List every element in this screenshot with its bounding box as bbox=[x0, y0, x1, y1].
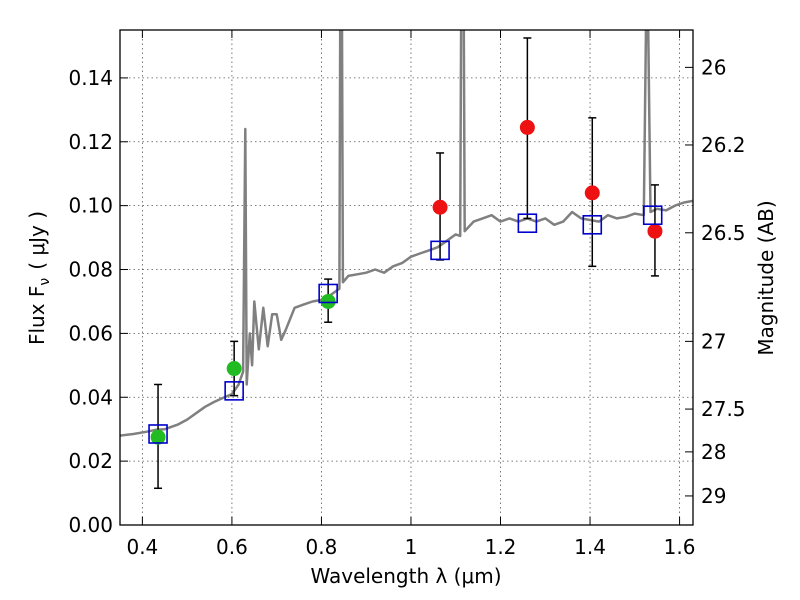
y-tick-label: 0.08 bbox=[68, 258, 113, 282]
y-right-tick-label: 26.5 bbox=[701, 221, 746, 245]
y-tick-label: 0.12 bbox=[68, 130, 113, 154]
x-tick-label: 0.8 bbox=[306, 535, 338, 559]
model-photometry-square bbox=[582, 215, 603, 235]
y-tick-label: 0.04 bbox=[68, 385, 113, 409]
y-right-tick-label: 29 bbox=[701, 484, 726, 508]
x-tick-label: 1.6 bbox=[664, 535, 696, 559]
observed-flux-point bbox=[226, 361, 242, 377]
y-right-tick-label: 27.5 bbox=[701, 397, 746, 421]
model-spectrum-line bbox=[120, 30, 693, 437]
model-photometry-square bbox=[642, 205, 663, 226]
y-axis-left-label-main: Flux F bbox=[25, 286, 49, 345]
x-tick-label: 0.4 bbox=[126, 535, 158, 559]
y-axis-right: 26 26.2 26.5 27 27.5 28 29 bbox=[685, 55, 746, 508]
observed-flux-point bbox=[519, 119, 535, 135]
y-axis-left: 0.00 0.02 0.04 0.06 0.08 0.10 0.12 0.14 bbox=[68, 66, 128, 537]
x-tick-label: 1 bbox=[405, 535, 418, 559]
x-tick-label: 1.2 bbox=[485, 535, 517, 559]
y-tick-label: 0.00 bbox=[68, 513, 113, 537]
y-axis-left-label-unit: ( μJy ) bbox=[25, 211, 49, 270]
observed-flux-point bbox=[584, 185, 600, 201]
y-axis-right-label: Magnitude (AB) bbox=[754, 200, 778, 355]
plot-frame bbox=[119, 29, 694, 526]
y-tick-label: 0.14 bbox=[68, 66, 113, 90]
y-tick-label: 0.06 bbox=[68, 321, 113, 345]
observed-flux-point bbox=[647, 223, 663, 239]
observed-flux-point bbox=[432, 199, 448, 215]
y-right-tick-label: 26 bbox=[701, 55, 726, 79]
y-tick-label: 0.10 bbox=[68, 194, 113, 218]
x-tick-label: 1.4 bbox=[574, 535, 606, 559]
x-axis: 0.4 0.6 0.8 1 1.2 1.4 1.6 bbox=[126, 30, 695, 559]
model-photometry-square bbox=[318, 283, 338, 304]
x-axis-label: Wavelength λ (μm) bbox=[310, 564, 501, 588]
y-right-tick-label: 27 bbox=[701, 329, 726, 353]
model-photometry-square bbox=[224, 381, 244, 401]
x-tick-label: 0.6 bbox=[216, 535, 248, 559]
observation-layer bbox=[150, 119, 663, 445]
model-photometry-layer bbox=[148, 205, 663, 444]
model-photometry-square bbox=[517, 213, 538, 234]
y-right-tick-label: 28 bbox=[701, 440, 726, 464]
model-photometry-square bbox=[430, 240, 450, 261]
model-spectrum-layer bbox=[120, 30, 693, 437]
y-right-tick-label: 26.2 bbox=[701, 133, 746, 157]
y-tick-label: 0.02 bbox=[68, 449, 113, 473]
observed-flux-point bbox=[150, 429, 166, 445]
model-photometry-square bbox=[148, 424, 168, 444]
observed-flux-point bbox=[320, 293, 336, 309]
plot-background bbox=[120, 30, 693, 525]
y-axis-left-label-sub: ν bbox=[37, 278, 53, 286]
grid bbox=[120, 30, 693, 525]
y-axis-left-label: Flux Fν ( μJy ) bbox=[25, 211, 53, 345]
